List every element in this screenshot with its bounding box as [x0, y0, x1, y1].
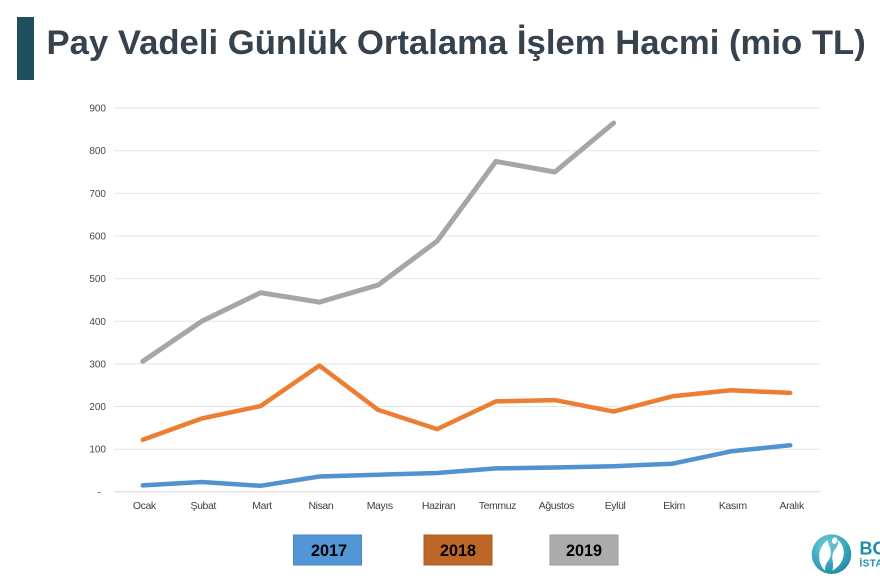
svg-text:Aralık: Aralık — [779, 500, 805, 512]
svg-text:Ocak: Ocak — [133, 500, 157, 512]
svg-text:Kasım: Kasım — [719, 500, 747, 512]
svg-text:Ağustos: Ağustos — [539, 500, 574, 512]
svg-text:Temmuz: Temmuz — [479, 500, 516, 512]
svg-text:Nisan: Nisan — [308, 500, 333, 512]
svg-text:Haziran: Haziran — [422, 500, 456, 512]
svg-text:Ekim: Ekim — [663, 500, 685, 512]
svg-text:100: 100 — [89, 445, 106, 456]
svg-text:400: 400 — [89, 317, 106, 328]
svg-text:Mayıs: Mayıs — [367, 500, 393, 512]
svg-text:800: 800 — [89, 146, 106, 157]
svg-text:BORSA: BORSA — [860, 539, 880, 559]
svg-text:700: 700 — [89, 189, 106, 200]
svg-text:900: 900 — [89, 104, 106, 115]
svg-text:Şubat: Şubat — [190, 500, 216, 512]
svg-text:Mart: Mart — [252, 500, 272, 512]
svg-text:-: - — [98, 487, 101, 498]
svg-text:500: 500 — [89, 274, 106, 285]
svg-text:Eylül: Eylül — [605, 500, 626, 512]
svg-text:200: 200 — [89, 402, 106, 413]
svg-text:600: 600 — [89, 232, 106, 243]
svg-text:2018: 2018 — [440, 542, 476, 560]
svg-text:2017: 2017 — [311, 542, 347, 560]
svg-text:300: 300 — [89, 359, 106, 370]
svg-text:2019: 2019 — [566, 542, 602, 560]
svg-text:İSTANBUL: İSTANBUL — [860, 557, 880, 570]
